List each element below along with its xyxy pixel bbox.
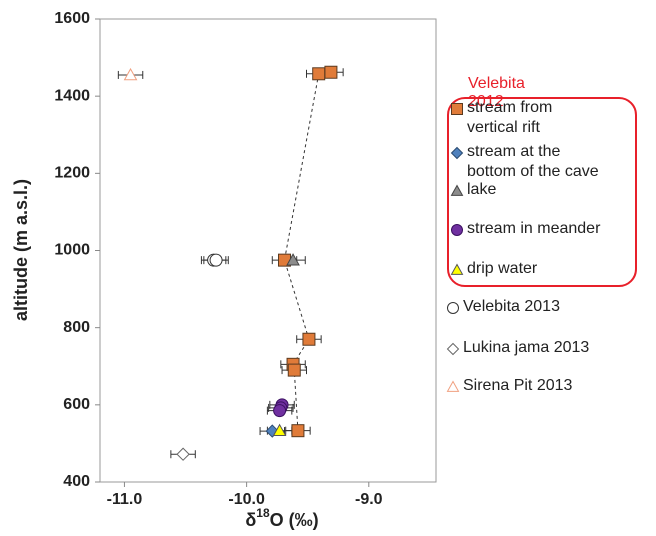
x-axis-title-part: O (‰) xyxy=(270,510,319,530)
legend-item: Velebita 2013 xyxy=(446,297,603,317)
marker xyxy=(273,404,287,418)
legend-item: stream at the bottom of the cave xyxy=(450,142,607,182)
trend-line xyxy=(283,71,331,431)
legend-swatch xyxy=(446,342,460,356)
y-axis-title: altitude (m a.s.l.) xyxy=(11,179,31,321)
legend-label: drip water xyxy=(467,260,538,277)
x-tick-label: -9.0 xyxy=(355,491,383,508)
marker xyxy=(312,67,326,81)
marker xyxy=(446,380,460,392)
legend-item: drip water xyxy=(450,259,607,279)
marker xyxy=(450,146,464,160)
x-tick-label: -10.0 xyxy=(228,491,265,508)
marker xyxy=(450,263,464,275)
marker xyxy=(272,423,287,436)
legend-label: stream in meander xyxy=(467,220,601,237)
legend-swatch xyxy=(450,263,464,275)
legend-label: Velebita 2013 xyxy=(463,298,560,315)
legend-label: Lukina jama 2013 xyxy=(463,339,590,356)
marker xyxy=(324,65,338,79)
marker xyxy=(209,253,223,267)
y-tick-label: 1000 xyxy=(54,242,90,259)
marker xyxy=(286,253,300,266)
y-tick-label: 1600 xyxy=(54,10,90,27)
legend-item: stream from vertical rift xyxy=(450,98,607,138)
legend-label: stream at the bottom of the cave xyxy=(467,143,599,180)
legend-swatch xyxy=(447,302,459,314)
marker xyxy=(123,67,138,81)
legend-label: Sirena Pit 2013 xyxy=(463,377,573,394)
legend-swatch xyxy=(451,224,463,236)
legend-swatch xyxy=(450,146,464,160)
marker xyxy=(451,224,463,236)
marker xyxy=(287,363,301,377)
marker xyxy=(291,424,305,438)
x-axis-title: δ18O (‰) xyxy=(245,506,318,530)
y-tick-label: 400 xyxy=(63,473,90,490)
marker xyxy=(450,184,464,196)
y-tick-label: 1400 xyxy=(54,87,90,104)
legend-title: Velebita 2012 xyxy=(468,75,525,110)
x-axis-title-part: δ xyxy=(245,510,256,530)
legend-swatch xyxy=(451,103,463,115)
x-axis-title-superscript: 18 xyxy=(256,506,270,520)
legend-label: stream from vertical rift xyxy=(467,99,553,136)
marker xyxy=(451,103,463,115)
y-tick-label: 1200 xyxy=(54,165,90,182)
marker xyxy=(302,332,316,346)
y-tick-label: 800 xyxy=(63,319,90,336)
marker xyxy=(176,447,190,461)
legend-item: Lukina jama 2013 xyxy=(446,338,603,358)
legend-item: stream in meander xyxy=(450,219,607,239)
plot-frame xyxy=(99,18,437,483)
marker xyxy=(447,302,459,314)
legend-item: lake xyxy=(450,180,607,200)
legend-group-box xyxy=(447,97,637,287)
marker xyxy=(446,342,460,356)
x-tick-label: -11.0 xyxy=(107,491,143,508)
legend-swatch xyxy=(446,380,460,392)
legend-label: lake xyxy=(467,181,497,198)
legend-item: Sirena Pit 2013 xyxy=(446,376,603,396)
legend-swatch xyxy=(450,184,464,196)
y-tick-label: 600 xyxy=(63,396,90,413)
